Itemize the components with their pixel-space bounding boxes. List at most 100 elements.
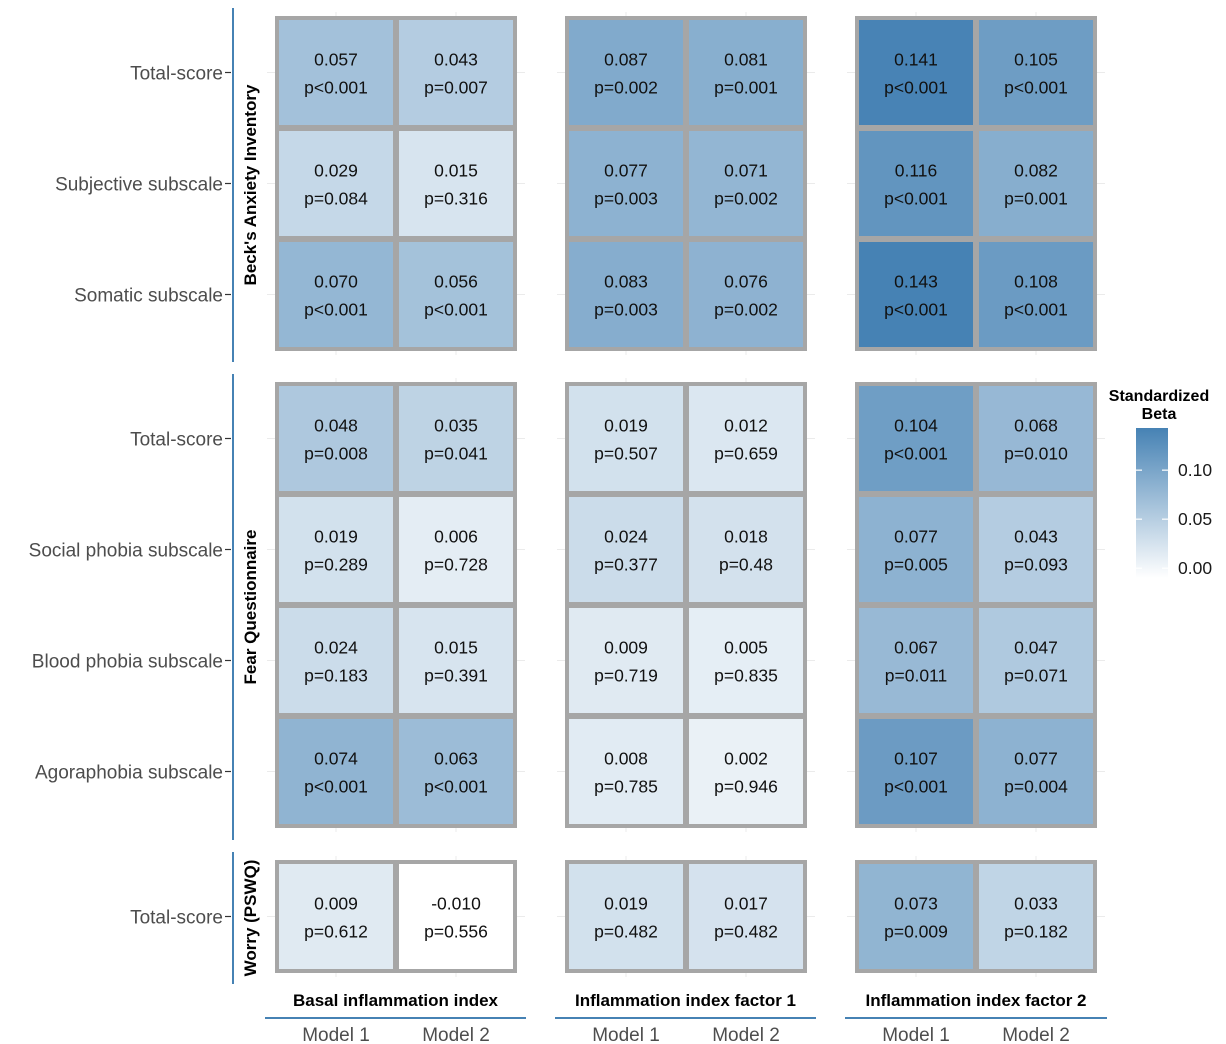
heatmap-cell [395,493,517,606]
cell-beta-label: 0.015 [434,638,478,658]
legend-tick-label: 0.10 [1178,460,1212,480]
heatmap-cell [975,715,1097,828]
heatmap-cell [275,16,397,129]
cell-p-label: p<0.001 [424,300,488,320]
cell-beta-label: 0.019 [604,894,648,914]
row-label: Total-score [130,430,223,451]
cell-p-label: p=0.004 [1004,777,1068,797]
cell-p-label: p=0.482 [594,922,658,942]
heatmap-cell [275,860,397,973]
cell-p-label: p=0.316 [424,189,488,209]
column-group-title: Inflammation index factor 1 [575,991,796,1010]
legend-tick-label: 0.05 [1178,509,1212,529]
cell-p-label: p<0.001 [884,777,948,797]
cell-p-label: p=0.011 [885,666,947,686]
cell-beta-label: 0.006 [434,527,478,547]
heatmap-cell [855,16,977,129]
heatmap-cell [565,16,687,129]
cell-beta-label: 0.074 [314,749,358,769]
cell-p-label: p<0.001 [424,777,488,797]
heatmap-cell [395,860,517,973]
cell-p-label: p=0.002 [714,189,778,209]
cell-p-label: p<0.001 [884,78,948,98]
cell-p-label: p<0.001 [884,189,948,209]
cell-p-label: p=0.183 [304,666,368,686]
heatmap-cell [855,127,977,240]
cell-p-label: p=0.785 [594,777,658,797]
row-label: Total-score [130,64,223,85]
legend-title-line2: Beta [1142,406,1177,423]
heatmap-cell [855,715,977,828]
cell-beta-label: 0.043 [1014,527,1058,547]
cell-p-label: p=0.946 [714,777,778,797]
heatmap-cell [565,127,687,240]
heatmap-cell [685,382,807,495]
cell-p-label: p=0.003 [594,189,658,209]
heatmap-cell [565,238,687,351]
cell-beta-label: 0.067 [894,638,938,658]
cell-beta-label: 0.071 [724,161,768,181]
heatmap-cell [685,16,807,129]
column-label: Model 1 [592,1025,660,1044]
cell-beta-label: 0.005 [724,638,768,658]
cell-p-label: p=0.007 [424,78,488,98]
cell-beta-label: 0.047 [1014,638,1058,658]
cell-beta-label: 0.029 [314,161,358,181]
heatmap-cell [975,382,1097,495]
legend-tick-label: 0.00 [1178,558,1212,578]
cell-p-label: p=0.008 [304,444,368,464]
heatmap-cell [975,604,1097,717]
column-label: Model 1 [882,1025,950,1044]
heatmap-cell [395,127,517,240]
cell-p-label: p=0.835 [714,666,778,686]
cell-beta-label: 0.073 [894,894,938,914]
row-label: Total-score [130,908,223,929]
heatmap-cell [685,604,807,717]
cell-p-label: p=0.003 [594,300,658,320]
heatmap-cell [275,127,397,240]
cell-p-label: p=0.391 [424,666,488,686]
cell-beta-label: 0.057 [314,50,358,70]
heatmap-cell [855,238,977,351]
cell-p-label: p<0.001 [1004,300,1068,320]
cell-p-label: p=0.001 [714,78,778,98]
cell-p-label: p=0.093 [1004,555,1068,575]
cell-beta-label: 0.008 [604,749,648,769]
heatmap-cell [975,127,1097,240]
cell-p-label: p=0.556 [424,922,488,942]
heatmap-cell [685,715,807,828]
cell-beta-label: 0.017 [724,894,768,914]
cell-p-label: p=0.084 [304,189,368,209]
heatmap-cell [565,382,687,495]
heatmap-cell [975,860,1097,973]
cell-beta-label: 0.035 [434,416,478,436]
color-legend: Standardized Beta 0.10 0.05 0.00 [1109,388,1213,578]
heatmap-cell [565,715,687,828]
cell-beta-label: 0.043 [434,50,478,70]
cell-p-label: p=0.612 [304,922,368,942]
column-group-title: Inflammation index factor 2 [865,991,1086,1010]
cell-beta-label: 0.012 [724,416,768,436]
row-label: Social phobia subscale [29,541,223,562]
heatmap-cell [975,238,1097,351]
cell-beta-label: 0.015 [434,161,478,181]
heatmap-cell [565,604,687,717]
cell-beta-label: 0.048 [314,416,358,436]
cell-beta-label: 0.077 [604,161,648,181]
cell-beta-label: 0.024 [314,638,358,658]
cell-p-label: p=0.002 [714,300,778,320]
heatmap-cell [685,238,807,351]
cell-beta-label: -0.010 [431,894,481,914]
cell-beta-label: 0.033 [1014,894,1058,914]
heatmap-cell [395,238,517,351]
cell-p-label: p=0.005 [884,555,948,575]
cell-beta-label: 0.009 [604,638,648,658]
cell-beta-label: 0.083 [604,272,648,292]
heatmap-cell [395,16,517,129]
cell-p-label: p<0.001 [884,300,948,320]
cell-beta-label: 0.116 [895,161,938,181]
row-group-title: Beck's Anxiety Inventory [241,84,260,285]
cell-p-label: p<0.001 [1004,78,1068,98]
heatmap-cell [685,493,807,606]
column-label: Model 2 [422,1025,490,1044]
